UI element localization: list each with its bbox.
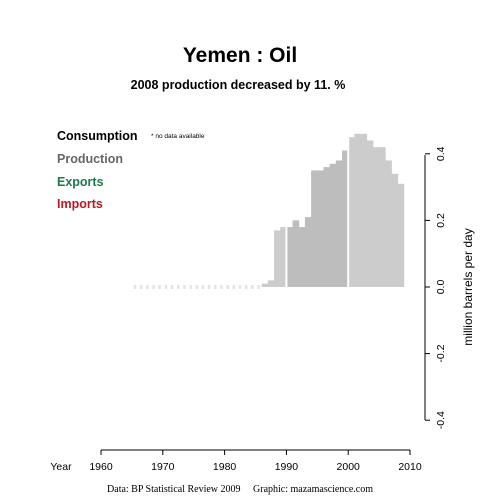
chart-title: Yemen : Oil	[183, 44, 297, 67]
x-tick-label: 1960	[89, 461, 113, 473]
decade-dividers	[285, 120, 350, 287]
no-data-mark	[201, 285, 205, 289]
y-axis: 0.4 0.2 0.0 -0.2 -0.4	[424, 146, 447, 429]
no-data-mark	[133, 285, 137, 289]
production-bar	[397, 183, 405, 287]
x-tick-label: 2000	[337, 461, 361, 473]
no-data-mark	[139, 285, 143, 289]
production-bars	[261, 133, 405, 287]
production-bar	[385, 160, 392, 287]
production-bar	[292, 220, 300, 287]
production-bar	[360, 133, 368, 287]
no-data-mark	[183, 285, 186, 289]
production-bar	[317, 170, 324, 287]
production-bar	[304, 217, 312, 287]
no-data-mark	[244, 285, 248, 289]
y-tick-label: -0.4	[435, 411, 447, 429]
no-data-mark	[195, 285, 199, 289]
no-data-mark	[220, 285, 223, 289]
no-data-mark	[158, 285, 161, 289]
production-bar	[354, 133, 361, 287]
legend-imports: Imports	[57, 197, 103, 211]
no-data-mark	[164, 285, 168, 289]
no-data-mark	[146, 285, 149, 289]
production-bar	[267, 280, 275, 287]
production-bar	[342, 150, 349, 287]
y-tick-label: 0.2	[435, 213, 447, 228]
x-tick-label: 1970	[151, 461, 175, 473]
legend-exports: Exports	[57, 175, 104, 189]
no-data-mark	[207, 285, 211, 289]
x-axis: 1960 1970 1980 1990 2000 2010	[89, 449, 422, 473]
production-bar	[372, 147, 380, 287]
production-bar	[391, 173, 399, 287]
chart-subtitle: 2008 production decreased by 11. %	[131, 78, 346, 92]
no-data-mark	[238, 285, 242, 289]
production-bar	[366, 140, 374, 287]
no-data-mark	[232, 285, 236, 289]
x-tick-label: 1990	[275, 461, 299, 473]
no-data-mark	[170, 285, 174, 289]
y-tick-label: -0.2	[435, 344, 447, 362]
production-bar	[335, 160, 343, 287]
production-bar	[261, 283, 269, 287]
no-data-mark	[226, 285, 229, 289]
no-data-mark	[214, 285, 217, 289]
x-axis-label: Year	[50, 461, 72, 473]
no-data-mark	[257, 285, 260, 289]
no-data-mark	[177, 285, 180, 289]
no-data-mark	[189, 285, 192, 289]
no-data-mark	[251, 285, 254, 289]
x-tick-label: 2010	[398, 461, 422, 473]
y-tick-label: 0.0	[435, 280, 447, 295]
legend-consumption: Consumption	[57, 129, 138, 143]
credit-line: Data: BP Statistical Review 2009 Graphic…	[107, 484, 373, 495]
production-bar	[311, 170, 318, 287]
no-data-marks	[133, 285, 260, 289]
production-bar	[298, 227, 306, 287]
production-bar	[329, 163, 337, 287]
legend-note: * no data available	[151, 133, 205, 140]
y-axis-label: million barrels per day	[461, 228, 475, 345]
legend: Consumption * no data available Producti…	[57, 129, 205, 211]
production-bar	[379, 147, 386, 287]
x-tick-label: 1980	[213, 461, 237, 473]
production-bar	[274, 230, 281, 287]
production-bar	[286, 227, 293, 287]
no-data-mark	[152, 285, 155, 289]
production-bar	[280, 227, 287, 287]
production-bar	[348, 137, 355, 287]
legend-production: Production	[57, 152, 123, 166]
y-tick-label: 0.4	[435, 146, 447, 161]
production-bar	[323, 167, 331, 287]
